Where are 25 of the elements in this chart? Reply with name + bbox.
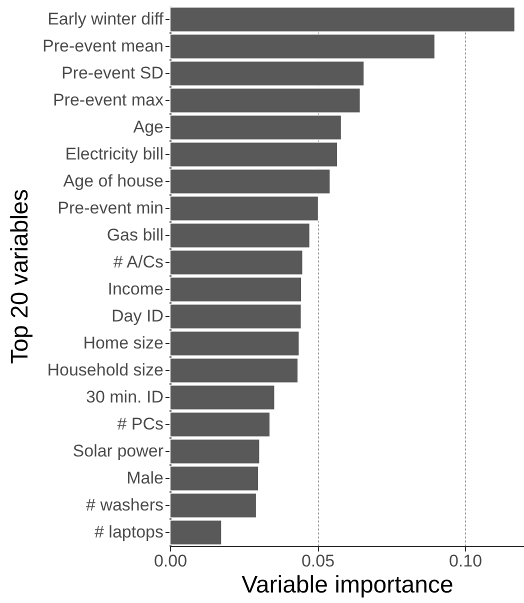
y-tick-label: Male [126,468,164,488]
x-tick-label: 0.05 [301,552,335,570]
x-tick-label: 0.10 [448,552,482,570]
y-tick-label: Pre-event max [52,90,164,110]
y-tick-label: Home size [83,334,164,352]
y-tick-label: Gas bill [106,226,164,244]
y-tick-label: Early winter diff [48,10,164,28]
y-tick-label: Day ID [112,306,164,326]
y-tick-label: 30 min. ID [86,388,164,406]
y-tick-label: Electricity bill [65,144,164,164]
x-tick-label: 0.00 [154,552,188,570]
x-axis-title: Variable importance [242,572,454,598]
y-tick-label: Pre-event min [58,198,164,218]
y-tick-label: Age of house [63,172,164,190]
y-tick-label: # PCs [117,414,164,434]
y-tick-label: # washers [86,496,164,514]
y-tick-label: Income [108,280,164,298]
y-tick-label: # A/Cs [113,252,164,272]
y-tick-label: Solar power [72,442,164,460]
y-tick-label: Pre-event SD [61,64,164,82]
y-tick-label: Pre-event mean [42,36,164,56]
y-axis-title: Top 20 variables [6,189,34,364]
y-tick-label: # laptops [94,522,164,542]
y-tick-label: Household size [47,360,164,380]
y-tick-label: Age [133,118,164,136]
